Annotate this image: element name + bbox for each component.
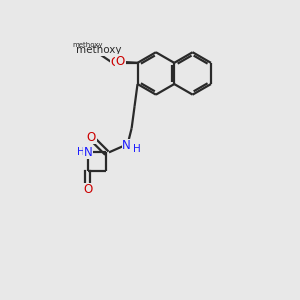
Text: O: O: [111, 56, 120, 69]
Text: O: O: [87, 130, 96, 143]
Text: N: N: [122, 140, 131, 152]
Text: H: H: [133, 144, 140, 154]
Text: O: O: [116, 55, 125, 68]
Text: methoxy: methoxy: [76, 45, 122, 55]
Text: N: N: [83, 146, 92, 159]
Text: O: O: [83, 183, 92, 196]
Text: H: H: [77, 147, 85, 158]
Text: methoxy: methoxy: [73, 42, 103, 48]
